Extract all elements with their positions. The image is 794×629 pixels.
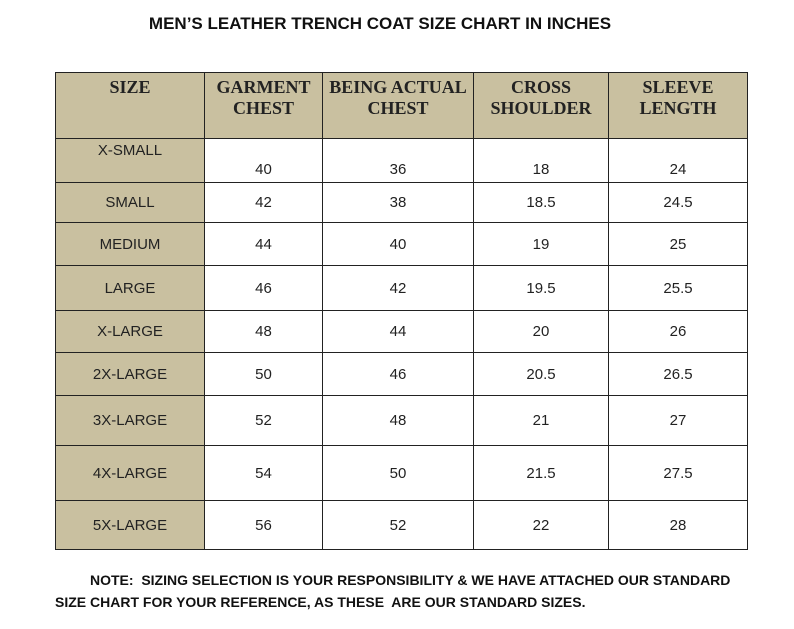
value-cell: 54 [204, 445, 323, 501]
value-cell: 56 [204, 500, 323, 550]
value-cell: 46 [204, 265, 323, 311]
value-cell: 19.5 [473, 265, 609, 311]
table-row: 4X-LARGE 54 50 21.5 27.5 [55, 445, 748, 501]
value-cell: 48 [322, 395, 474, 446]
value-cell: 26.5 [608, 352, 748, 396]
table-row: X-LARGE 48 44 20 26 [55, 310, 748, 353]
value-cell: 19 [473, 222, 609, 266]
size-cell: 3X-LARGE [55, 395, 205, 446]
title: MEN’S LEATHER TRENCH COAT SIZE CHART IN … [148, 14, 612, 33]
value-cell: 40 [322, 222, 474, 266]
note-line: NOTE: SIZING SELECTION IS YOUR RESPONSIB… [90, 572, 731, 588]
table-row: 5X-LARGE 56 52 22 28 [55, 500, 748, 550]
value-cell: 25 [608, 222, 748, 266]
size-cell: 5X-LARGE [55, 500, 205, 550]
value-cell: 21 [473, 395, 609, 446]
size-cell: 2X-LARGE [55, 352, 205, 396]
value-cell: 50 [322, 445, 474, 501]
value-cell: 52 [322, 500, 474, 550]
value-cell: 22 [473, 500, 609, 550]
header-cell: CROSS SHOULDER [473, 72, 609, 139]
value-cell: 42 [322, 265, 474, 311]
size-cell: X-LARGE [55, 310, 205, 353]
value-cell: 18 [473, 138, 609, 183]
value-cell: 44 [204, 222, 323, 266]
value-cell: 27 [608, 395, 748, 446]
table-row: SMALL 42 38 18.5 24.5 [55, 182, 748, 223]
value-cell: 28 [608, 500, 748, 550]
header-cell: SLEEVE LENGTH [608, 72, 748, 139]
size-cell: LARGE [55, 265, 205, 311]
header-row: SIZE GARMENT CHEST BEING ACTUAL CHEST CROSS… [55, 72, 748, 139]
value-cell: 27.5 [608, 445, 748, 501]
size-cell: SMALL [55, 182, 205, 223]
table-row: MEDIUM 44 40 19 25 [55, 222, 748, 266]
size-cell: MEDIUM [55, 222, 205, 266]
value-cell: 52 [204, 395, 323, 446]
header-cell: SIZE [55, 72, 205, 139]
header-cell: BEING ACTUAL CHEST [322, 72, 474, 139]
size-cell: 4X-LARGE [55, 445, 205, 501]
value-cell: 46 [322, 352, 474, 396]
value-cell: 24 [608, 138, 748, 183]
value-cell: 38 [322, 182, 474, 223]
value-cell: 26 [608, 310, 748, 353]
note-line: SIZE CHART FOR YOUR REFERENCE, AS THESE … [55, 594, 586, 610]
size-cell: X-SMALL [55, 138, 205, 183]
table-body: X-SMALL 40 36 18 24 SMALL 42 38 18.5 24.5 MEDIUM 44… [55, 138, 748, 550]
value-cell: 44 [322, 310, 474, 353]
header-cell: GARMENT CHEST [204, 72, 323, 139]
value-cell: 20.5 [473, 352, 609, 396]
table-row: 2X-LARGE 50 46 20.5 26.5 [55, 352, 748, 396]
table-row: LARGE 46 42 19.5 25.5 [55, 265, 748, 311]
table-row: 3X-LARGE 52 48 21 27 [55, 395, 748, 446]
value-cell: 40 [204, 138, 323, 183]
value-cell: 36 [322, 138, 474, 183]
value-cell: 50 [204, 352, 323, 396]
size-table: SIZE GARMENT CHEST BEING ACTUAL CHEST CROSS… [55, 72, 748, 550]
value-cell: 24.5 [608, 182, 748, 223]
value-cell: 48 [204, 310, 323, 353]
value-cell: 25.5 [608, 265, 748, 311]
value-cell: 42 [204, 182, 323, 223]
value-cell: 18.5 [473, 182, 609, 223]
value-cell: 21.5 [473, 445, 609, 501]
table-row: X-SMALL 40 36 18 24 [55, 138, 748, 183]
value-cell: 20 [473, 310, 609, 353]
